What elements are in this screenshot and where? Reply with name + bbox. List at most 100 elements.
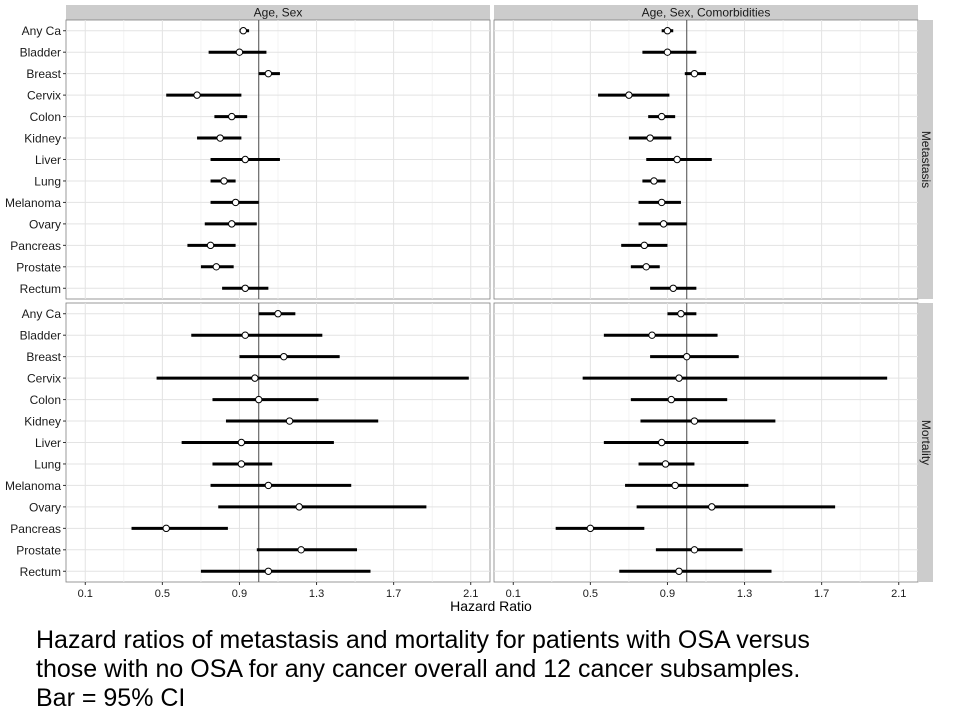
y-tick-label: Lung xyxy=(34,174,61,188)
hazard-ratio-point xyxy=(274,310,282,318)
row-strip xyxy=(919,20,933,299)
hazard-ratio-point xyxy=(657,438,666,447)
hazard-ratio-point xyxy=(690,546,699,554)
hazard-ratio-point xyxy=(264,481,273,490)
hazard-ratio-point xyxy=(640,241,649,250)
hazard-ratio-point xyxy=(295,503,303,511)
row-strip-label: Metastasis xyxy=(919,131,933,188)
hazard-ratio-point xyxy=(673,155,681,164)
caption-line: Bar = 95% CI xyxy=(36,684,186,712)
y-tick-label: Rectum xyxy=(20,565,61,579)
column-header-strip xyxy=(66,5,490,20)
hazard-ratio-point xyxy=(228,112,236,121)
y-tick-label: Prostate xyxy=(16,543,61,557)
hazard-ratio-point xyxy=(661,460,670,468)
hazard-ratio-point xyxy=(650,177,658,185)
hazard-ratio-point xyxy=(237,460,246,468)
caption-line: those with no OSA for any cancer overall… xyxy=(36,655,801,683)
hazard-ratio-point xyxy=(241,284,249,292)
hazard-ratio-point xyxy=(646,134,654,142)
y-tick-label: Pancreas xyxy=(10,522,61,536)
x-tick-label: 1.3 xyxy=(309,588,324,600)
panel xyxy=(65,19,491,300)
hazard-ratio-point xyxy=(675,567,683,575)
hazard-ratio-point xyxy=(162,524,170,533)
hazard-ratio-point xyxy=(586,524,595,533)
hazard-ratio-point xyxy=(239,27,248,35)
row-strip xyxy=(919,303,933,582)
y-tick-label: Cervix xyxy=(27,372,61,386)
y-tick-label: Breast xyxy=(26,67,61,81)
hazard-ratio-point xyxy=(264,69,273,78)
hazard-ratio-point xyxy=(708,503,716,511)
panel xyxy=(493,302,919,583)
x-tick-label: 1.7 xyxy=(814,588,829,600)
x-tick-label: 0.9 xyxy=(660,588,675,600)
x-tick-label: 0.1 xyxy=(506,588,521,600)
x-tick-label: 0.1 xyxy=(78,588,93,600)
y-tick-label: Prostate xyxy=(16,260,61,274)
y-tick-label: Cervix xyxy=(27,89,61,103)
figure-caption: Hazard ratios of metastasis and mortalit… xyxy=(36,626,936,713)
row-strip-label: Mortality xyxy=(919,420,933,465)
y-tick-label: Kidney xyxy=(24,132,61,146)
x-tick-label: 1.7 xyxy=(386,588,401,600)
y-tick-label: Bladder xyxy=(20,329,61,343)
hazard-ratio-point xyxy=(251,374,259,382)
hazard-ratio-point xyxy=(690,417,699,425)
hazard-ratio-point xyxy=(669,284,677,292)
hazard-ratio-point xyxy=(228,220,236,228)
hazard-ratio-point xyxy=(659,220,668,228)
hazard-ratio-point xyxy=(648,331,656,339)
x-tick-label: 2.1 xyxy=(463,588,478,600)
y-tick-label: Colon xyxy=(30,110,61,124)
hazard-ratio-point xyxy=(690,69,699,78)
hazard-ratio-point xyxy=(642,263,650,271)
y-tick-label: Lung xyxy=(34,457,61,471)
y-tick-label: Breast xyxy=(26,350,61,364)
x-tick-label: 0.5 xyxy=(155,588,170,600)
hazard-ratio-point xyxy=(237,438,246,447)
hazard-ratio-point xyxy=(297,546,305,554)
y-tick-label: Liver xyxy=(35,436,61,450)
hazard-ratio-point xyxy=(677,310,685,318)
y-tick-label: Melanoma xyxy=(5,196,61,210)
hazard-ratio-point xyxy=(683,352,691,361)
hazard-ratio-point xyxy=(657,112,666,121)
hazard-ratio-point xyxy=(285,417,294,425)
panel xyxy=(493,19,919,300)
y-tick-label: Kidney xyxy=(24,415,61,429)
hazard-ratio-point xyxy=(235,48,244,56)
y-tick-label: Colon xyxy=(30,393,61,407)
forest-plot-chart: Age, Sex Age, Sex, Comorbidities Metastas… xyxy=(5,5,933,614)
hazard-ratio-point xyxy=(675,374,683,382)
caption-line: Hazard ratios of metastasis and mortalit… xyxy=(36,626,810,654)
hazard-ratio-point xyxy=(663,27,672,35)
hazard-ratio-point xyxy=(216,134,224,142)
y-tick-label: Ovary xyxy=(29,217,61,231)
hazard-ratio-point xyxy=(671,481,679,490)
hazard-ratio-point xyxy=(193,91,201,99)
hazard-ratio-point xyxy=(255,395,263,404)
x-axis-title: Hazard Ratio xyxy=(450,598,532,614)
column-header-strip xyxy=(494,5,918,20)
hazard-ratio-point xyxy=(657,198,666,207)
x-tick-label: 0.5 xyxy=(583,588,598,600)
hazard-ratio-point xyxy=(663,48,672,56)
column-header-label: Age, Sex xyxy=(254,6,303,20)
hazard-ratio-point xyxy=(231,198,240,207)
hazard-ratio-point xyxy=(241,155,249,164)
hazard-ratio-point xyxy=(264,567,273,575)
y-tick-label: Liver xyxy=(35,153,61,167)
x-tick-label: 1.3 xyxy=(737,588,752,600)
hazard-ratio-point xyxy=(206,241,215,250)
hazard-ratio-point xyxy=(280,352,288,361)
y-tick-label: Pancreas xyxy=(10,239,61,253)
x-tick-label: 0.9 xyxy=(232,588,247,600)
y-tick-label: Melanoma xyxy=(5,479,61,493)
hazard-ratio-point xyxy=(220,177,228,185)
x-tick-label: 2.1 xyxy=(891,588,906,600)
y-tick-label: Any Ca xyxy=(22,307,62,321)
hazard-ratio-point xyxy=(241,331,249,339)
y-tick-label: Any Ca xyxy=(22,24,62,38)
